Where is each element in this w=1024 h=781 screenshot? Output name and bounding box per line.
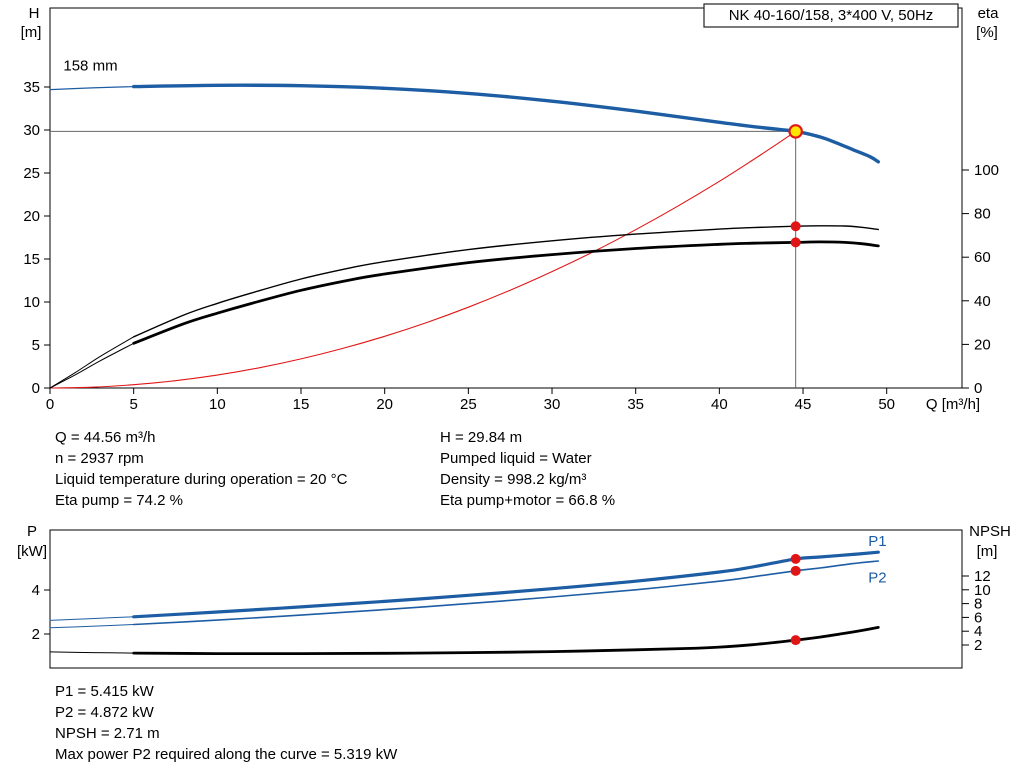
left-axis-title: H bbox=[29, 5, 40, 22]
eta-tick-label: 0 bbox=[974, 380, 982, 397]
h-tick-label: 5 bbox=[32, 337, 40, 354]
h-tick-label: 0 bbox=[32, 380, 40, 397]
p-tick-label: 2 bbox=[32, 626, 40, 643]
q-tick-label: 25 bbox=[460, 396, 477, 413]
info-line-density: Density = 998.2 kg/m³ bbox=[440, 471, 587, 488]
right-axis-title: NPSH bbox=[969, 523, 1011, 540]
q-tick-label: 0 bbox=[46, 396, 54, 413]
curve-title-box bbox=[703, 3, 959, 28]
p2-duty-dot bbox=[790, 565, 801, 576]
head-curve bbox=[132, 83, 880, 164]
p2-curve-label: P2 bbox=[868, 570, 886, 587]
eta-pump-motor-curve bbox=[132, 240, 880, 345]
right-axis-unit: [%] bbox=[976, 24, 998, 41]
q-tick-label: 20 bbox=[376, 396, 393, 413]
eta-tick-label: 100 bbox=[974, 162, 999, 179]
h-tick-label: 30 bbox=[23, 122, 40, 139]
npsh-lead-curve bbox=[49, 651, 135, 654]
q-tick-label: 15 bbox=[293, 396, 310, 413]
right-axis-title: eta bbox=[978, 5, 1000, 22]
q-tick-label: 40 bbox=[711, 396, 728, 413]
h-tick-label: 35 bbox=[23, 79, 40, 96]
eta-pump-motor-duty-dot bbox=[790, 237, 801, 248]
npsh-tick-label: 4 bbox=[974, 623, 982, 640]
info-line-eta-pump: Eta pump = 74.2 % bbox=[55, 492, 183, 509]
info-line-temperature: Liquid temperature during operation = 20… bbox=[55, 471, 348, 488]
h-tick-label: 20 bbox=[23, 208, 40, 225]
info-line-liquid: Pumped liquid = Water bbox=[440, 450, 592, 467]
npsh-tick-label: 6 bbox=[974, 609, 982, 626]
curve-title: NK 40-160/158, 3*400 V, 50Hz bbox=[729, 7, 934, 24]
eta-tick-label: 80 bbox=[974, 206, 991, 223]
head-lead-curve bbox=[49, 86, 135, 91]
left-axis-unit: [kW] bbox=[17, 543, 47, 560]
q-tick-label: 30 bbox=[544, 396, 561, 413]
impeller-diameter-label: 158 mm bbox=[63, 58, 117, 75]
p2-curve bbox=[132, 560, 880, 626]
q-tick-label: 5 bbox=[129, 396, 137, 413]
npsh-tick-label: 8 bbox=[974, 596, 982, 613]
x-axis-title: Q [m³/h] bbox=[926, 396, 980, 413]
p1-curve bbox=[132, 550, 880, 619]
q-tick-label: 45 bbox=[795, 396, 812, 413]
h-tick-label: 15 bbox=[23, 251, 40, 268]
p1-curve-label: P1 bbox=[868, 533, 886, 550]
plot-border bbox=[49, 529, 963, 669]
power-info: P1 = 5.415 kW P2 = 4.872 kW NPSH = 2.71 … bbox=[55, 681, 397, 765]
h-tick-label: 10 bbox=[23, 294, 40, 311]
right-axis-unit: [m] bbox=[977, 543, 998, 560]
npsh-duty-dot bbox=[790, 635, 801, 646]
head-efficiency-chart: 0 5 10 15 20 25 30 35 40 45 50 Q [m³/h]051015202530… bbox=[21, 3, 1000, 413]
npsh-curve bbox=[132, 626, 880, 656]
duty-point bbox=[788, 124, 803, 139]
npsh-tick-label: 2 bbox=[974, 637, 982, 654]
plot-border bbox=[49, 7, 963, 389]
npsh-tick-label: 10 bbox=[974, 582, 991, 599]
system-curve-curve bbox=[49, 130, 797, 389]
eta-tick-label: 40 bbox=[974, 293, 991, 310]
eta-pump-duty-dot bbox=[790, 221, 801, 232]
info-line-head: H = 29.84 m bbox=[440, 429, 523, 446]
p2-lead-curve bbox=[49, 624, 135, 629]
eta-tick-label: 60 bbox=[974, 249, 991, 266]
left-axis-title: P bbox=[27, 523, 37, 540]
h-tick-label: 25 bbox=[23, 165, 40, 182]
eta-pump-curve bbox=[133, 225, 879, 338]
left-axis-unit: [m] bbox=[21, 24, 42, 41]
npsh-tick-label: 12 bbox=[974, 568, 991, 585]
q-tick-label: 10 bbox=[209, 396, 226, 413]
duty-info-left: Q = 44.56 m³/h n = 2937 rpm Liquid tempe… bbox=[55, 427, 347, 511]
info-line-p1: P1 = 5.415 kW bbox=[55, 683, 154, 700]
info-line-max-power: Max power P2 required along the curve = … bbox=[55, 746, 398, 763]
p1-duty-dot bbox=[790, 553, 801, 564]
eta-tick-label: 20 bbox=[974, 336, 991, 353]
duty-info-right: H = 29.84 m Pumped liquid = Water Densit… bbox=[440, 427, 615, 511]
p1-lead-curve bbox=[49, 616, 135, 621]
info-line-speed: n = 2937 rpm bbox=[55, 450, 144, 467]
eta-pump-motor-lead-curve bbox=[49, 342, 135, 389]
q-tick-label: 35 bbox=[627, 396, 644, 413]
info-line-q: Q = 44.56 m³/h bbox=[55, 429, 156, 446]
info-line-p2: P2 = 4.872 kW bbox=[55, 704, 154, 721]
p-tick-label: 4 bbox=[32, 582, 40, 599]
eta-pump-lead-curve bbox=[49, 336, 135, 389]
info-line-eta-total: Eta pump+motor = 66.8 % bbox=[440, 492, 616, 509]
info-line-npsh: NPSH = 2.71 m bbox=[55, 725, 160, 742]
q-tick-label: 50 bbox=[878, 396, 895, 413]
